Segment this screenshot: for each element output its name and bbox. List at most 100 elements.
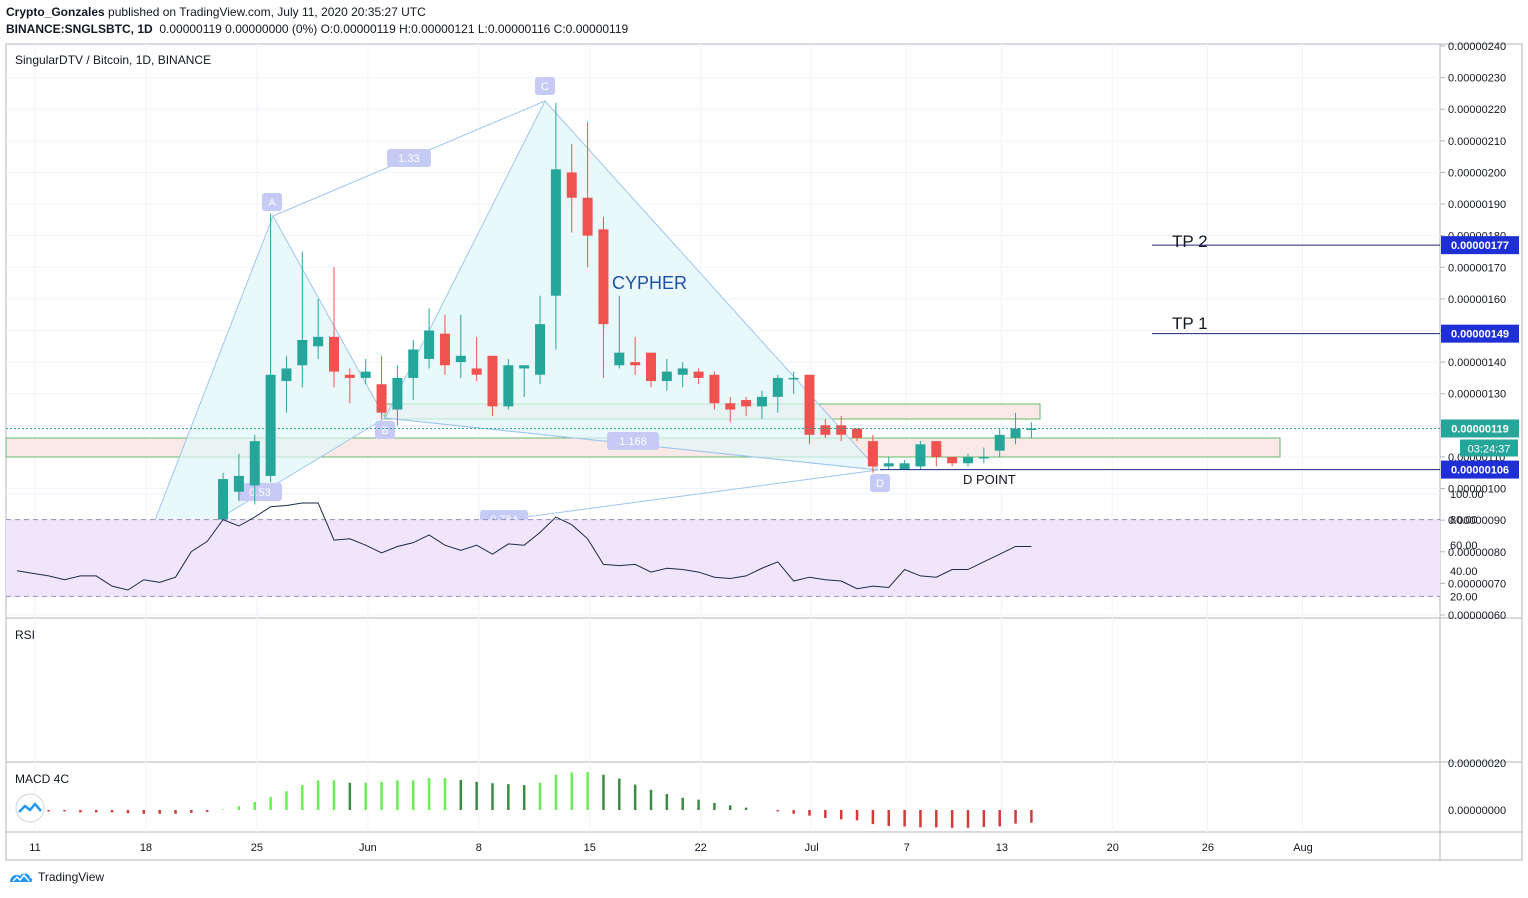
- d-point-label: D POINT: [963, 472, 1016, 487]
- candle-body: [947, 456, 958, 464]
- cypher-label: CYPHER: [612, 273, 687, 293]
- candle-body: [503, 365, 514, 407]
- ratio-ab-box: [238, 483, 282, 501]
- candle-body: [1010, 428, 1021, 438]
- rsi-tick-label: 60.00: [1450, 540, 1478, 552]
- rsi-pane: [6, 502, 1440, 597]
- price-tick-label: 0.00000060: [1448, 610, 1506, 622]
- ohlc-line: BINANCE:SNGLSBTC, 1D 0.00000119 0.000000…: [6, 22, 628, 36]
- candles: [12, 102, 1037, 568]
- tp1-label: TP 1: [1172, 314, 1208, 333]
- ohlc-values: 0.00000119 0.00000000 (0%) O:0.00000119 …: [159, 22, 629, 36]
- macd-pane: [15, 771, 1033, 828]
- time-tick-label: Aug: [1293, 842, 1313, 854]
- candle-body: [915, 444, 926, 467]
- rsi-tick-label: 40.00: [1450, 566, 1478, 578]
- candle-body: [899, 463, 910, 470]
- price-tick-label: 0.00000080: [1448, 547, 1506, 559]
- candle-body: [836, 425, 847, 435]
- candle-body: [614, 352, 625, 366]
- tp2-tag-text: 0.00000177: [1451, 240, 1509, 252]
- publish-line: Crypto_Gonzales published on TradingView…: [6, 5, 426, 19]
- candle-body: [218, 479, 229, 524]
- rsi-line: [16, 502, 1032, 591]
- ratio-xa_c-box: [387, 149, 431, 167]
- footer[interactable]: TradingView: [8, 870, 104, 884]
- target-lines: [6, 244, 1440, 471]
- price-tick-label: 0.00000210: [1448, 136, 1506, 148]
- candle-body: [550, 169, 561, 296]
- candle-body: [852, 428, 863, 438]
- price-tick-label: 0.00000140: [1448, 357, 1506, 369]
- countdown-text: 03:24:37: [1468, 443, 1511, 455]
- price-tick-label: 0.00000090: [1448, 515, 1506, 527]
- candle-body: [455, 355, 466, 363]
- candle-body: [329, 336, 339, 372]
- candle-body: [376, 384, 387, 413]
- author-name[interactable]: Crypto_Gonzales: [6, 5, 105, 19]
- candle-body: [233, 475, 244, 492]
- price-tick-label: 0.00000130: [1448, 389, 1506, 401]
- candle-body: [392, 377, 403, 410]
- tp1-tag-text: 0.00000149: [1451, 329, 1509, 341]
- time-tick-label: 26: [1202, 842, 1214, 854]
- price-tick-label: 0.00000230: [1448, 73, 1506, 85]
- main-pane-title: SingularDTV / Bitcoin, 1D, BINANCE: [15, 53, 211, 67]
- price-tick-label: 0.00000070: [1448, 578, 1506, 590]
- time-tick-label: 25: [251, 842, 263, 854]
- candle-body: [519, 365, 530, 369]
- time-tick-label: Jul: [805, 842, 819, 854]
- rsi-tick-label: 100.00: [1450, 489, 1484, 501]
- ratio-xa_c-label: 1.33: [398, 153, 419, 165]
- tradingview-logo-icon: [10, 873, 33, 882]
- candle-body: [297, 339, 308, 366]
- candle-body: [360, 371, 371, 378]
- candle-body: [630, 362, 641, 366]
- d-level-tag-bg: [1441, 460, 1519, 479]
- xab-triangle: [135, 214, 386, 571]
- last-price-tag-bg: [1441, 419, 1519, 438]
- candle-body: [265, 374, 276, 476]
- symbol-label: BINANCE:SNGLSBTC, 1D: [6, 22, 153, 36]
- candle-body: [788, 377, 799, 380]
- candle-body: [677, 368, 688, 375]
- tp2-label: TP 2: [1172, 232, 1208, 251]
- footer-brand: TradingView: [38, 870, 105, 884]
- time-axis[interactable]: 11 18 25 Jun 8 15 22 Jul 7 13 20 26 Aug: [29, 842, 1313, 854]
- candle-body: [408, 349, 419, 378]
- candle-body: [535, 324, 546, 375]
- last-price-tag-text: 0.00000119: [1451, 423, 1509, 435]
- price-tick-label: 0.00000100: [1448, 484, 1506, 496]
- candle-body: [741, 400, 752, 407]
- time-tick-label: 8: [476, 842, 482, 854]
- point-a-box: [262, 193, 282, 211]
- candle-body: [756, 396, 767, 407]
- time-tick-label: 20: [1107, 842, 1119, 854]
- rsi-pane-title: RSI: [15, 628, 35, 642]
- candle-body: [1026, 428, 1037, 430]
- point-d-box: [870, 474, 890, 492]
- candle-body: [772, 377, 783, 397]
- rsi-band: [6, 519, 1440, 597]
- candle-body: [867, 441, 878, 467]
- publish-text: published on TradingView.com, July 11, 2…: [108, 5, 426, 19]
- time-tick-label: 13: [996, 842, 1008, 854]
- ratio-xc_d-label: 1.168: [619, 436, 647, 448]
- candle-body: [249, 441, 260, 486]
- candle-body: [344, 374, 355, 378]
- point-c-label: C: [541, 81, 549, 93]
- candle-body: [709, 374, 720, 404]
- rsi-tick-label: 20.00: [1450, 591, 1478, 603]
- candle-body: [471, 368, 482, 375]
- candle-body: [487, 355, 498, 407]
- candle-body: [646, 352, 656, 382]
- time-tick-label: Jun: [359, 842, 377, 854]
- point-b-label: B: [381, 425, 388, 437]
- candle-body: [725, 403, 736, 410]
- tp2-tag-bg: [1441, 236, 1519, 255]
- candle-body: [598, 229, 609, 325]
- macd-pane-title: MACD 4C: [15, 772, 69, 786]
- macd-tick-label: 0.00000000: [1448, 805, 1506, 817]
- rsi-tick-label: 80.00: [1450, 515, 1478, 527]
